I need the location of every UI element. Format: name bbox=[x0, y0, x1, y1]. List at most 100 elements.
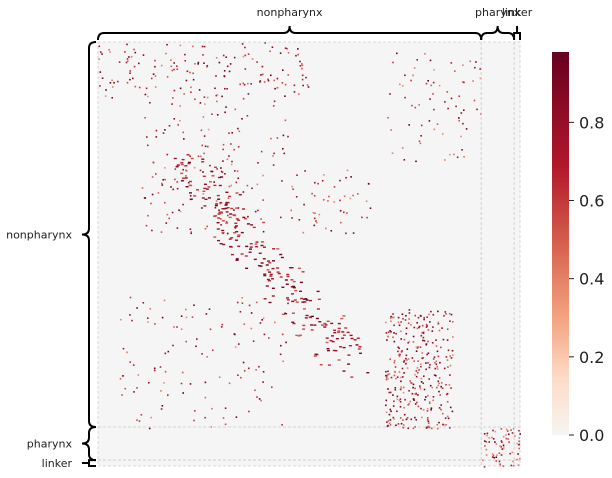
heatmap-cell bbox=[224, 407, 227, 409]
heatmap-cell bbox=[435, 345, 438, 347]
heatmap-cell bbox=[144, 93, 147, 96]
heatmap-cell bbox=[451, 410, 454, 413]
heatmap-cell bbox=[202, 54, 204, 56]
heatmap-cell bbox=[407, 358, 410, 360]
heatmap-cell bbox=[387, 378, 389, 380]
heatmap-cell bbox=[293, 299, 297, 301]
heatmap-cell bbox=[200, 155, 202, 158]
heatmap-cell bbox=[271, 267, 275, 270]
heatmap-cell bbox=[494, 430, 496, 433]
colorbar-tick-label: 0.0 bbox=[579, 426, 604, 445]
heatmap-cell bbox=[164, 370, 167, 373]
heatmap-cell bbox=[160, 390, 162, 392]
heatmap-cell bbox=[254, 243, 258, 245]
heatmap-cell bbox=[179, 210, 182, 213]
heatmap-cell bbox=[417, 371, 419, 374]
heatmap-cell bbox=[425, 82, 428, 85]
heatmap-cell bbox=[392, 405, 395, 407]
heatmap-cell bbox=[252, 226, 256, 229]
heatmap-cell bbox=[224, 207, 228, 210]
heatmap-cell bbox=[326, 320, 330, 322]
heatmap-cell bbox=[217, 213, 221, 215]
heatmap-cell bbox=[509, 452, 511, 455]
heatmap-cell bbox=[342, 370, 346, 372]
heatmap-cell bbox=[206, 96, 209, 99]
heatmap-cell bbox=[290, 286, 294, 288]
group-bracket-left bbox=[81, 425, 97, 462]
heatmap-cell bbox=[496, 454, 498, 456]
heatmap-cell bbox=[299, 60, 301, 63]
heatmap-cell bbox=[99, 85, 101, 87]
heatmap-cell bbox=[443, 424, 445, 426]
heatmap-cell bbox=[426, 316, 428, 318]
heatmap-cell bbox=[293, 91, 296, 93]
heatmap-cell bbox=[147, 321, 149, 323]
heatmap-cell bbox=[393, 418, 395, 420]
heatmap-cell bbox=[350, 176, 352, 178]
heatmap-cell bbox=[428, 366, 431, 369]
heatmap-cell bbox=[403, 359, 406, 362]
heatmap-cell bbox=[317, 182, 319, 185]
heatmap-cell bbox=[437, 322, 440, 325]
heatmap-cell bbox=[516, 442, 518, 445]
heatmap-cell bbox=[392, 61, 394, 64]
heatmap-cell bbox=[441, 133, 444, 135]
heatmap-cell bbox=[447, 417, 450, 420]
heatmap-cell bbox=[273, 152, 275, 155]
heatmap-cell bbox=[266, 269, 270, 271]
heatmap-cell bbox=[324, 324, 328, 326]
heatmap-cell bbox=[399, 388, 402, 391]
heatmap-cell bbox=[398, 371, 401, 373]
heatmap-cell bbox=[188, 184, 192, 186]
heatmap-cell bbox=[297, 335, 301, 337]
heatmap-cell bbox=[447, 366, 449, 368]
heatmap-cell bbox=[190, 91, 192, 93]
heatmap-cell bbox=[403, 386, 405, 389]
heatmap-cell bbox=[234, 170, 236, 172]
heatmap-cell bbox=[187, 181, 190, 184]
heatmap-cell bbox=[399, 398, 402, 400]
heatmap-cell bbox=[257, 265, 261, 267]
heatmap-cell bbox=[267, 280, 271, 282]
heatmap-cell bbox=[447, 349, 450, 352]
heatmap-cell bbox=[161, 405, 164, 407]
heatmap-cell bbox=[420, 334, 423, 337]
heatmap-cell bbox=[218, 184, 222, 187]
heatmap-cell bbox=[180, 315, 183, 317]
heatmap-cell bbox=[241, 43, 244, 45]
heatmap-cell bbox=[226, 207, 230, 209]
heatmap-cell bbox=[98, 45, 101, 48]
heatmap-cell bbox=[227, 214, 229, 217]
heatmap-cell bbox=[385, 321, 387, 324]
heatmap-cell bbox=[268, 262, 272, 264]
heatmap-cell bbox=[260, 399, 262, 402]
heatmap-cell bbox=[185, 169, 187, 172]
heatmap-cell bbox=[242, 216, 246, 219]
heatmap-cell bbox=[225, 211, 229, 213]
heatmap-cell bbox=[442, 338, 445, 341]
heatmap-cell bbox=[414, 373, 416, 376]
heatmap-cell bbox=[290, 209, 292, 212]
heatmap-cell bbox=[420, 377, 423, 380]
heatmap-cell bbox=[414, 314, 416, 317]
heatmap-cell bbox=[404, 319, 407, 321]
heatmap-cell bbox=[204, 103, 206, 105]
heatmap-cell bbox=[339, 199, 341, 202]
heatmap-cell bbox=[415, 346, 418, 348]
heatmap-cell bbox=[439, 361, 441, 364]
colorbar-tick-label: 0.8 bbox=[579, 113, 604, 132]
heatmap-cell bbox=[359, 352, 362, 354]
heatmap-cell bbox=[133, 65, 136, 68]
heatmap-cell bbox=[416, 401, 418, 404]
colorbar-gradient bbox=[552, 52, 569, 435]
heatmap-cell bbox=[271, 278, 274, 280]
heatmap-cell bbox=[161, 184, 164, 186]
heatmap-cell bbox=[403, 159, 406, 161]
heatmap-cell bbox=[225, 222, 229, 224]
heatmap-cell bbox=[170, 65, 173, 68]
heatmap-cell bbox=[396, 52, 398, 55]
heatmap-cell bbox=[173, 326, 175, 328]
heatmap-cell bbox=[267, 79, 270, 82]
heatmap-cell bbox=[432, 358, 435, 360]
heatmap-cell bbox=[314, 181, 316, 184]
